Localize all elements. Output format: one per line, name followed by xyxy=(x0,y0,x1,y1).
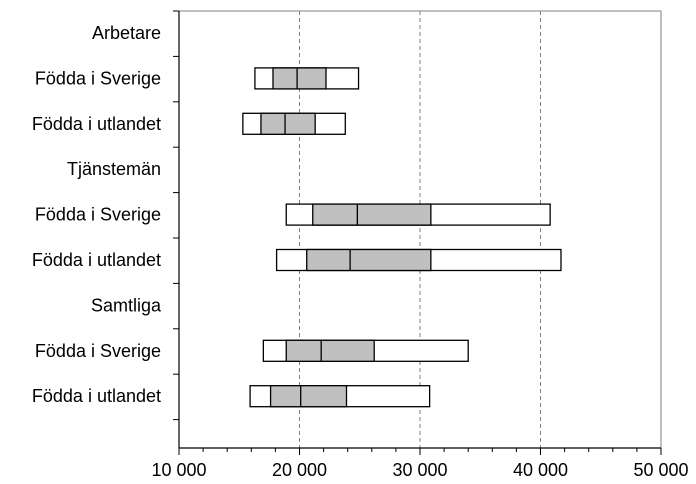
row-label: Födda i utlandet xyxy=(32,114,161,134)
box-inner-p25-p75 xyxy=(286,340,374,361)
row-label: Födda i utlandet xyxy=(32,386,161,406)
row-label: Födda i Sverige xyxy=(35,341,161,361)
group-label: Tjänstemän xyxy=(67,159,161,179)
box-inner-p25-p75 xyxy=(307,250,431,271)
row-label: Födda i Sverige xyxy=(35,68,161,88)
x-tick-labels: 10 000 20 000 30 000 40 000 50 000 xyxy=(151,460,688,480)
row-label: Födda i utlandet xyxy=(32,250,161,270)
x-tick-label: 10 000 xyxy=(151,460,206,480)
row-labels: Arbetare Födda i Sverige Födda i utlandet T… xyxy=(32,23,162,406)
x-tick-label: 50 000 xyxy=(633,460,688,480)
box-inner-p25-p75 xyxy=(261,113,315,134)
x-tick-label: 40 000 xyxy=(513,460,568,480)
box-inner-p25-p75 xyxy=(313,204,431,225)
row-label: Födda i Sverige xyxy=(35,205,161,225)
box-inner-p25-p75 xyxy=(273,68,326,89)
group-label: Arbetare xyxy=(92,23,161,43)
group-label: Samtliga xyxy=(91,295,162,315)
x-tick-label: 30 000 xyxy=(392,460,447,480)
box-inner-p25-p75 xyxy=(271,386,347,407)
boxes xyxy=(243,68,561,407)
x-tick-label: 20 000 xyxy=(272,460,327,480)
